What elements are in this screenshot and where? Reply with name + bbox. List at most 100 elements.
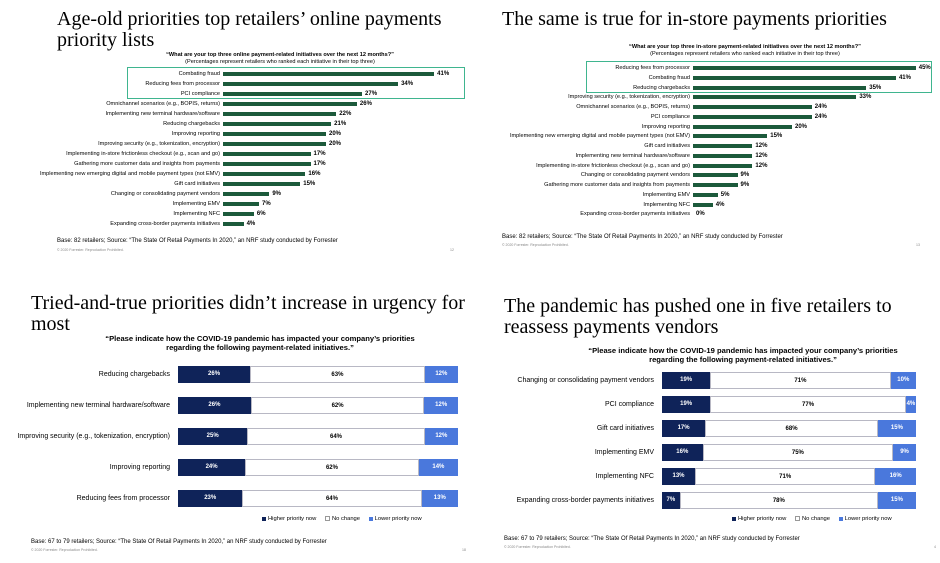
category-label: PCI compliance	[180, 91, 220, 97]
survey-question: “What are your top three online payment-…	[110, 52, 450, 66]
chart-row: Improving security (e.g., tokenization, …	[0, 139, 470, 149]
category-label: Implementing in-store frictionless check…	[66, 151, 220, 157]
data-label: 41%	[437, 71, 450, 77]
copyright: © 2020 Forrester. Reproduction Prohibite…	[31, 548, 98, 552]
category-label: Implementing new emerging digital and mo…	[39, 171, 220, 177]
category-label: Gift card initiatives	[174, 181, 220, 187]
chart-row: Reducing chargebacks 35%	[470, 83, 940, 93]
segment-nochange: 68%	[705, 420, 878, 437]
bar	[693, 114, 812, 119]
category-label: Expanding cross-border payments initiati…	[110, 221, 220, 227]
chart-row: Implementing in-store frictionless check…	[470, 161, 940, 171]
segment-nochange: 64%	[247, 428, 425, 445]
category-label: Reducing chargebacks	[633, 84, 690, 91]
chart-row: Implementing new terminal hardware/softw…	[0, 397, 470, 414]
data-label: 41%	[898, 74, 911, 81]
top-three-highlight	[586, 61, 932, 93]
legend: Higher priority now No change Lower prio…	[732, 516, 899, 522]
data-label: 34%	[401, 81, 414, 87]
data-label: 17%	[313, 161, 326, 167]
data-label: 5%	[720, 191, 730, 198]
category-label: Implementing EMV	[172, 201, 220, 207]
category-label: Combating fraud	[648, 74, 690, 81]
bar	[223, 82, 399, 86]
segment-lower: 12%	[424, 366, 458, 383]
bar	[223, 202, 260, 206]
page-number: 4	[934, 545, 936, 549]
bar	[693, 66, 916, 70]
bar	[693, 95, 857, 100]
legend-swatch-lower	[368, 516, 373, 521]
bar	[223, 182, 301, 186]
panel-pandemic-tried-true: Tried-and-true priorities didn’t increas…	[0, 282, 470, 563]
segment-nochange: 62%	[245, 459, 419, 476]
legend: Higher priority now No change Lower prio…	[262, 516, 429, 522]
bar	[223, 212, 254, 216]
chart-row: Gift card initiatives 15%	[0, 179, 470, 189]
legend-swatch-lower	[838, 516, 843, 521]
chart-row: Combating fraud 41%	[470, 73, 940, 83]
data-label: 12%	[755, 152, 768, 159]
chart-row: Combating fraud 41%	[0, 69, 470, 79]
bar	[693, 75, 896, 80]
chart-row: Omnichannel scenarios (e.g., BOPIS, retu…	[470, 102, 940, 112]
segment-higher: 7%	[662, 492, 680, 509]
bar	[223, 162, 311, 166]
chart-row: Improving reporting 20%	[0, 129, 470, 139]
category-label: Changing or consolidating payment vendor…	[580, 172, 690, 179]
bar	[223, 132, 326, 136]
legend-swatch-higher	[262, 516, 266, 521]
category-label: Implementing EMV	[594, 449, 654, 456]
legend-lower: Lower priority now	[374, 516, 422, 523]
category-label: Combating fraud	[178, 71, 220, 77]
data-label: 9%	[740, 172, 750, 179]
bar	[693, 153, 753, 158]
data-label: 4%	[246, 221, 256, 227]
data-label: 20%	[795, 123, 808, 130]
chart-row: Changing or consolidating payment vendor…	[470, 170, 940, 180]
segment-lower: 4%	[905, 396, 916, 413]
category-label: Reducing chargebacks	[98, 371, 170, 378]
segment-lower: 9%	[893, 444, 916, 461]
category-label: Implementing NFC	[595, 473, 654, 480]
base-note: Base: 67 to 79 retailers; Source: “The S…	[504, 536, 800, 542]
category-label: Changing or consolidating payment vendor…	[110, 191, 220, 197]
chart-row: Implementing NFC 13% 71% 16%	[470, 468, 940, 485]
segment-lower: 10%	[890, 372, 916, 389]
page-number: 18	[462, 548, 466, 552]
segment-higher: 16%	[662, 444, 703, 461]
legend-nochange: No change	[331, 516, 360, 523]
segment-lower: 15%	[877, 420, 916, 437]
chart-row: Reducing chargebacks 26% 63% 12%	[0, 366, 470, 383]
category-label: Implementing EMV	[642, 191, 690, 198]
category-label: Reducing fees from processor	[615, 65, 690, 71]
bar	[223, 222, 244, 226]
segment-nochange: 64%	[242, 490, 422, 507]
segment-higher: 13%	[662, 468, 696, 485]
chart-row: Implementing NFC 4%	[470, 200, 940, 210]
base-note: Base: 82 retailers; Source: “The State O…	[502, 234, 783, 240]
category-label: Reducing chargebacks	[163, 121, 220, 127]
survey-question: “Please indicate how the COVID-19 pandem…	[105, 334, 415, 352]
survey-question: “Please indicate how the COVID-19 pandem…	[588, 346, 898, 364]
legend-swatch-nochange	[324, 516, 330, 521]
bar	[693, 183, 738, 187]
bar	[693, 163, 753, 168]
bar	[223, 122, 332, 126]
chart-row: Changing or consolidating payment vendor…	[0, 189, 470, 199]
segment-nochange: 77%	[710, 396, 906, 413]
data-label: 15%	[303, 181, 316, 187]
data-label: 33%	[859, 94, 872, 101]
chart-row: Improving reporting 20%	[470, 122, 940, 132]
segment-lower: 13%	[421, 490, 458, 507]
panel-title: The same is true for in-store payments p…	[502, 8, 887, 30]
chart-row: Implementing NFC 6%	[0, 209, 470, 219]
segment-higher: 26%	[178, 366, 251, 383]
copyright: © 2020 Forrester. Reproduction Prohibite…	[504, 545, 571, 549]
category-label: Improving reporting	[641, 123, 690, 130]
question-text: “What are your top three online payment-…	[166, 52, 394, 58]
category-label: Reducing fees from processor	[76, 495, 170, 502]
segment-lower: 15%	[877, 492, 916, 509]
chart-row: Expanding cross-border payments initiati…	[470, 209, 940, 219]
chart-row: Implementing new emerging digital and mo…	[0, 169, 470, 179]
